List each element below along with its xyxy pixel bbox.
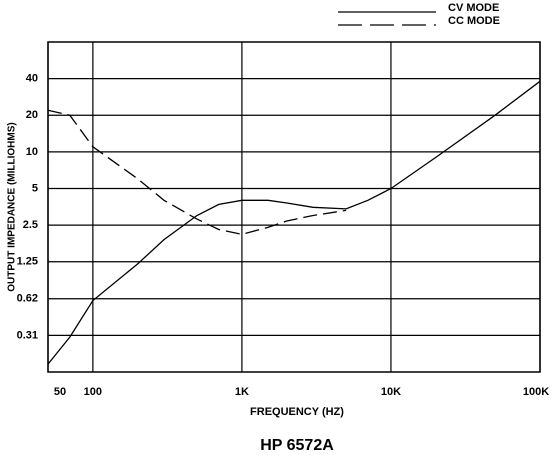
x-axis-label: FREQUENCY (HZ) [250, 406, 344, 418]
y-tick-label: 5 [32, 182, 38, 194]
x-tick-label: 1K [235, 386, 249, 398]
x-tick-label: 100K [523, 386, 549, 398]
plot-frame [47, 41, 541, 373]
y-axis-label: OUTPUT IMPEDANCE (MILLIOHMS) [7, 122, 18, 291]
y-tick-label: 0.62 [17, 293, 38, 305]
chart-title: HP 6572A [260, 437, 334, 454]
y-tick-label: 1.25 [17, 256, 38, 268]
y-tick-label: 20 [26, 109, 38, 121]
y-tick-label: 10 [26, 146, 38, 158]
x-tick-label: 10K [381, 386, 401, 398]
legend-label: CC MODE [448, 15, 500, 27]
y-tick-label: 0.31 [17, 329, 38, 341]
y-tick-label: 2.5 [23, 219, 38, 231]
y-tick-label: 40 [26, 73, 38, 85]
legend-label: CV MODE [448, 2, 499, 14]
series-line [47, 80, 541, 365]
x-tick-label: 100 [84, 386, 102, 398]
series-line [47, 109, 347, 235]
x-tick-label: 50 [54, 386, 66, 398]
